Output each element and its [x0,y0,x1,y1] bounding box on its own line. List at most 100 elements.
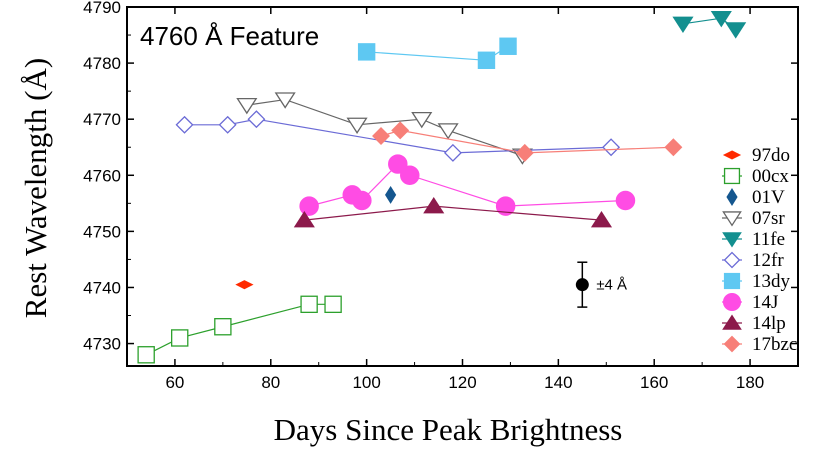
data-point-12fr [602,138,621,157]
data-point-00cx [214,318,232,336]
data-point-14lp [590,211,613,228]
data-point-12fr [443,143,462,162]
data-point-14J [615,190,636,211]
data-point-00cx [324,295,342,314]
plot-frame [126,6,799,367]
data-point-14J [299,196,319,216]
data-point-17bzc [664,138,683,157]
data-point-13dy [477,51,496,69]
series-00cx [137,295,342,364]
data-point-07sr [411,111,433,129]
series-line-14lp [304,205,602,221]
legend-item-01V: 01V [726,187,785,208]
data-point-13dy [499,37,517,55]
legend-item-14J: 14J [722,292,778,313]
y-tick-label: 4790 [83,0,121,17]
x-tick-label: 80 [261,373,280,392]
data-point-07sr [437,123,459,140]
y-tick-label: 4750 [83,222,121,241]
series-97do [235,280,254,290]
x-tick-label: 100 [352,373,380,392]
legend-item-00cx: 00cx [722,166,789,187]
legend-item-11fe: 11fe [722,229,785,250]
legend-label-13dy: 13dy [752,271,791,292]
legend-marker-12fr [723,251,741,269]
series-11fe [672,11,747,39]
data-point-12fr [247,110,266,129]
data-point-14lp [293,211,315,228]
data-point-13dy [357,43,376,61]
y-tick-label: 4760 [83,166,121,185]
legend-label-11fe: 11fe [752,229,785,250]
data-point-11fe [672,16,694,33]
legend-marker-13dy [723,272,741,290]
legend-marker-17bzc [723,335,741,353]
data-point-11fe [725,22,747,39]
legend-label-12fr: 12fr [752,250,784,271]
legend-item-97do: 97do [722,145,790,166]
y-tick-label: 4730 [83,335,121,354]
x-tick-label: 60 [165,373,184,392]
series-01V [385,185,397,204]
series-07sr [236,92,533,165]
series-13dy [357,37,517,69]
data-point-14J [400,165,420,186]
data-point-12fr [218,115,237,134]
data-point-17bzc [391,121,410,140]
x-tick-label: 120 [448,373,476,392]
series-17bzc [372,121,683,162]
legend-marker-00cx [723,167,741,185]
legend-item-07sr: 07sr [722,208,785,229]
legend-marker-14lp [722,314,742,330]
legend-label-01V: 01V [752,187,785,208]
series-line-07sr [246,98,523,157]
series-14J [299,154,636,216]
legend-item-14lp: 14lp [722,313,786,334]
legend-label-14J: 14J [752,292,778,313]
x-tick-label: 140 [544,373,572,392]
legend-item-13dy: 13dy [722,271,791,292]
legend-label-97do: 97do [752,145,790,166]
data-point-14J [388,154,408,174]
error-bar-point [575,278,589,292]
data-point-07sr [236,97,258,115]
y-tick-label: 4770 [83,110,121,129]
legend-label-17bzc: 17bzc [752,334,797,355]
data-point-07sr [274,92,296,109]
chart-title: 4760 Å Feature [140,21,319,51]
x-tick-label: 180 [736,373,764,392]
legend-marker-01V [726,188,738,206]
legend-label-14lp: 14lp [752,313,786,334]
series-line-17bzc [380,129,674,154]
data-point-14lp [423,196,445,214]
data-point-00cx [137,346,155,364]
data-point-17bzc [372,127,391,145]
legend-marker-14J [722,292,742,312]
y-tick-label: 4780 [83,54,121,73]
data-point-14J [352,190,372,211]
legend-marker-07sr [722,211,742,227]
data-point-12fr [175,115,194,134]
data-point-14J [495,196,516,216]
data-point-11fe [710,11,732,28]
data-point-01V [385,185,397,204]
series-12fr [175,110,621,162]
legend-label-00cx: 00cx [752,166,789,187]
legend-item-17bzc: 17bzc [722,334,797,355]
data-point-07sr [346,117,368,134]
legend-marker-11fe [722,232,742,248]
data-point-97do [235,280,254,290]
y-axis-label: Rest Wavelength (Å) [18,58,53,318]
data-point-17bzc [515,143,534,162]
data-point-00cx [171,329,189,347]
y-tick-label: 4740 [83,278,121,297]
legend-marker-97do [722,150,742,160]
series-14lp [293,196,613,228]
data-point-00cx [300,295,318,314]
legend-item-12fr: 12fr [722,250,784,271]
x-tick-label: 160 [640,373,668,392]
x-axis-label: Days Since Peak Brightness [274,412,623,447]
error-bar-label: ±4 Å [596,277,627,294]
legend-label-07sr: 07sr [752,208,785,229]
